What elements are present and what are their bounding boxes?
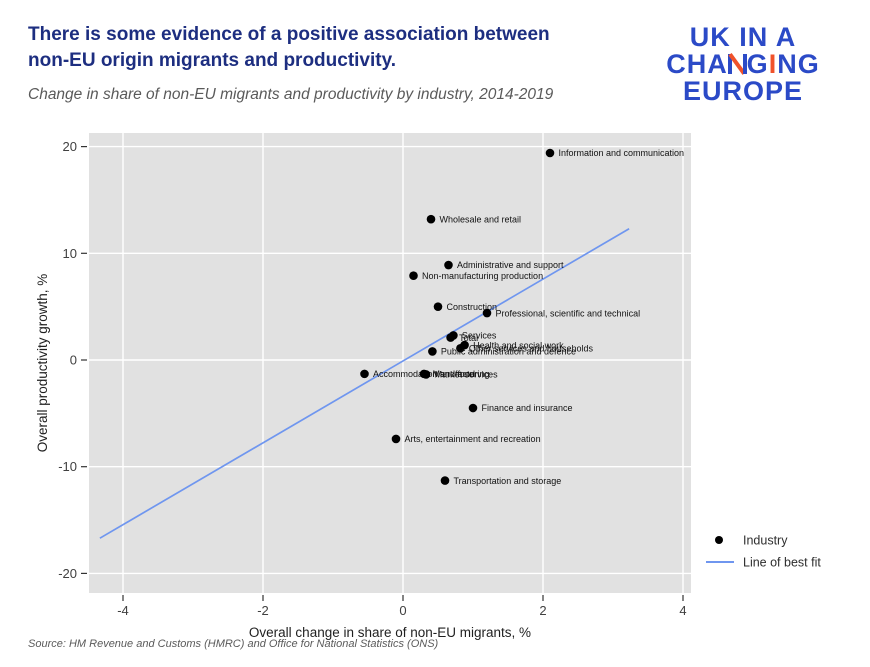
x-axis-title: Overall change in share of non-EU migran… [249, 625, 531, 640]
data-point [428, 347, 437, 356]
logo-line2-ng: NG [777, 49, 820, 79]
point-label: Non-manufacturing production [422, 271, 543, 281]
logo-line1: UK IN A [689, 22, 797, 52]
data-point [421, 370, 431, 379]
plot-panel [89, 133, 691, 593]
point-label: Transportation and storage [454, 476, 562, 486]
logo-line2-i: I [768, 49, 778, 79]
logo-line3: EUROPE [682, 76, 804, 106]
logo-line2-cha: CHA [666, 49, 728, 79]
chart-title: There is some evidence of a positive ass… [28, 22, 628, 74]
point-label: Manufacturing [433, 369, 490, 379]
data-point [456, 343, 465, 353]
data-point [468, 403, 478, 413]
data-point [446, 333, 455, 342]
x-tick-label: 4 [679, 603, 686, 618]
data-point [482, 308, 492, 318]
point-label: Information and communication [559, 148, 685, 158]
logo-n-glyph [727, 53, 747, 75]
y-axis-title: Overall productivity growth, % [35, 274, 50, 453]
point-label: Wholesale and retail [440, 214, 522, 224]
legend-label: Line of best fit [743, 556, 821, 570]
best-fit-line [99, 228, 630, 539]
point-label: Arts, entertainment and recreation [405, 434, 541, 444]
y-tick-label: 0 [70, 353, 77, 368]
point-label: Public administration and defence [441, 347, 576, 357]
y-tick-label: 10 [63, 246, 77, 261]
legend-point-symbol [715, 536, 723, 544]
legend-label: Industry [743, 534, 788, 548]
y-tick-label: -10 [58, 459, 77, 474]
point-label: Total [459, 333, 478, 343]
point-label: Construction [447, 302, 498, 312]
point-label: Administrative and support [457, 260, 564, 270]
point-label: Health and social work [473, 340, 564, 350]
chart-subtitle: Change in share of non-EU migrants and p… [28, 86, 554, 103]
data-point [444, 260, 453, 270]
logo-line2: CHA GING [638, 51, 848, 78]
x-tick-label: 2 [539, 603, 546, 618]
data-point [409, 271, 418, 281]
ukice-logo: UK IN A CHA GING EUROPE [638, 24, 848, 105]
x-tick-label: -2 [257, 603, 269, 618]
data-point [426, 214, 436, 224]
data-point [433, 302, 443, 311]
source-note: Source: HM Revenue and Customs (HMRC) an… [28, 638, 439, 650]
point-label: Finance and insurance [482, 403, 573, 413]
point-label: Services [462, 331, 497, 341]
data-point [360, 369, 369, 379]
x-tick-label: -4 [117, 603, 129, 618]
y-tick-label: 20 [63, 139, 77, 154]
data-point [545, 148, 555, 158]
data-point [440, 476, 450, 485]
y-tick-label: -20 [58, 566, 77, 581]
logo-line2-g: G [746, 49, 769, 79]
chart-title-line1: There is some evidence of a positive ass… [28, 24, 550, 45]
x-tick-label: 0 [399, 603, 406, 618]
point-label: Market services [435, 370, 499, 380]
point-label: Professional, scientific and technical [496, 308, 641, 318]
point-label: Other services and households [469, 343, 594, 353]
data-point [391, 434, 401, 444]
chart-title-line2: non-EU origin migrants and productivity. [28, 50, 397, 71]
